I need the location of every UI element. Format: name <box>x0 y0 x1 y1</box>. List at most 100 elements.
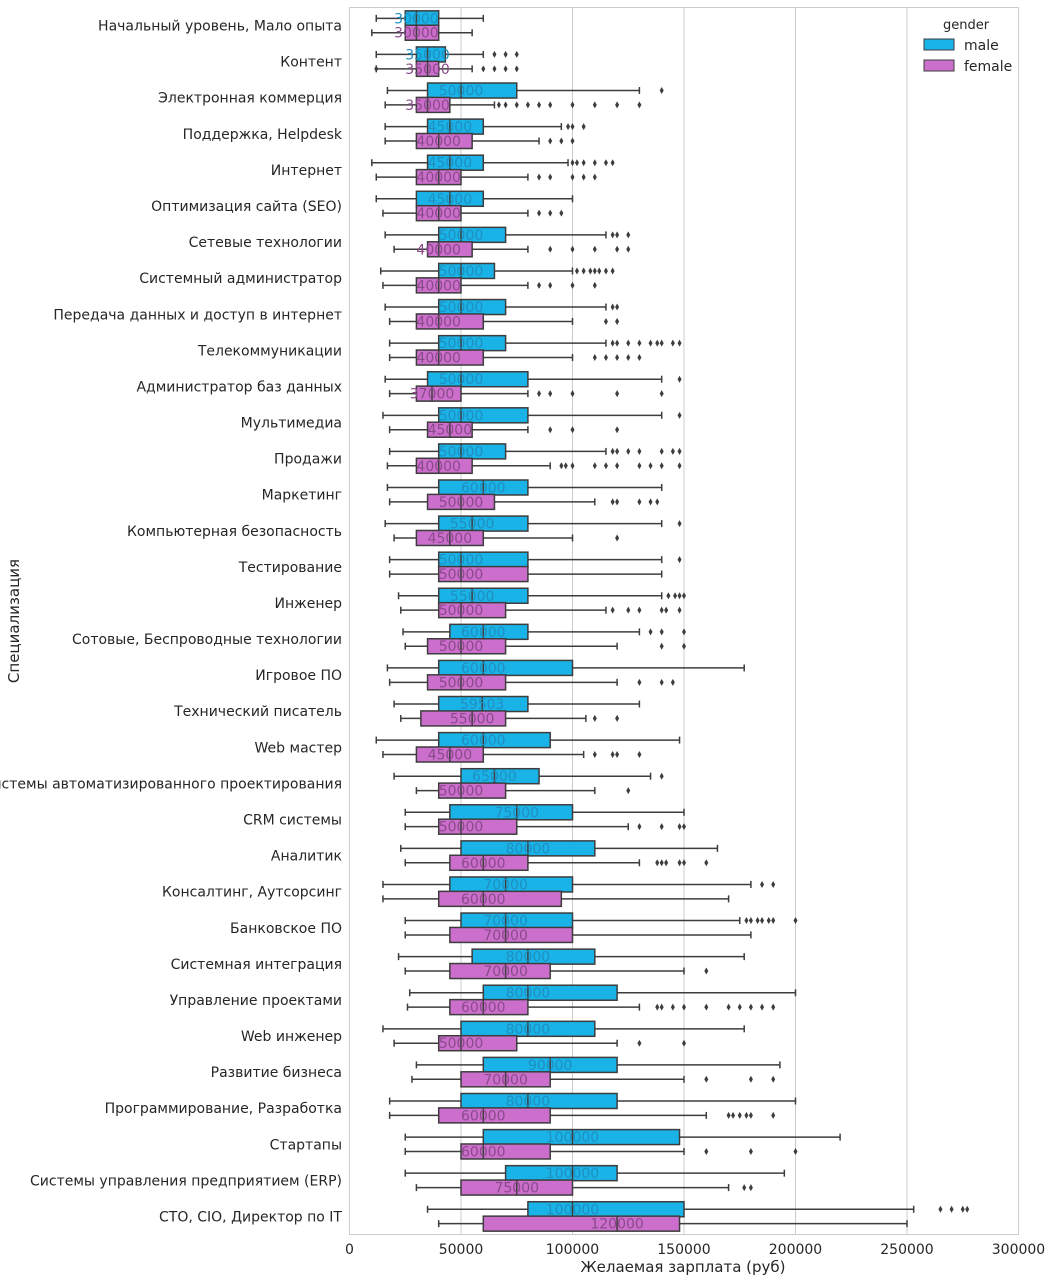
outlier-point <box>737 1003 742 1011</box>
outlier-point <box>514 50 519 58</box>
median-value-label: 60000 <box>461 661 506 677</box>
outlier-point <box>610 231 615 239</box>
outlier-point <box>610 159 615 167</box>
median-value-label: 80000 <box>506 950 551 966</box>
outlier-point <box>793 917 798 925</box>
box-male: 80000 <box>400 840 719 857</box>
box-male: 50000 <box>384 370 682 388</box>
legend-label-female: female <box>964 59 1012 75</box>
outlier-point <box>592 751 597 759</box>
outlier-point <box>659 339 664 347</box>
box-male: 50000 <box>384 226 631 244</box>
outlier-point <box>548 245 553 253</box>
outlier-point <box>637 101 642 109</box>
median-value-label: 50000 <box>439 264 484 280</box>
outlier-point <box>570 281 575 289</box>
median-value-label: 50000 <box>439 639 484 655</box>
box-female: 50000 <box>404 637 686 655</box>
outlier-point <box>771 1075 776 1083</box>
box-male: 60000 <box>402 623 686 641</box>
outlier-point <box>704 1075 709 1083</box>
box-female: 50000 <box>388 674 675 691</box>
outlier-point <box>537 281 542 289</box>
outlier-point <box>592 714 597 722</box>
outlier-point <box>570 245 575 253</box>
outlier-point <box>626 447 631 455</box>
median-value-label: 60000 <box>461 625 506 641</box>
median-value-label: 80000 <box>506 986 551 1002</box>
category-labels: Начальный уровень, Мало опыта Контент Элек… <box>0 19 343 1226</box>
outlier-point <box>659 772 664 780</box>
box-female: 40000 <box>388 349 642 367</box>
box-male: 50000 <box>384 298 620 316</box>
outlier-point <box>548 173 553 181</box>
median-value-label: 80000 <box>506 1022 551 1038</box>
outlier-point <box>760 917 765 925</box>
outlier-point <box>682 1003 686 1011</box>
box-female: 50000 <box>388 565 663 583</box>
median-value-label: 30000 <box>394 11 439 27</box>
box-female: 45000 <box>382 746 642 764</box>
outlier-point <box>748 917 753 925</box>
outlier-point <box>610 339 615 347</box>
outlier-point <box>610 303 615 311</box>
outlier-point <box>503 65 508 73</box>
iqr-box <box>449 962 551 980</box>
outlier-point <box>965 1205 970 1213</box>
median-value-label: 40000 <box>416 170 461 186</box>
outlier-point <box>566 123 571 131</box>
category-label: Компьютерная безопасность <box>127 524 342 540</box>
outlier-point <box>670 678 675 686</box>
outlier-point <box>744 1111 749 1119</box>
outlier-point <box>659 447 664 455</box>
outlier-point <box>537 390 542 398</box>
outlier-point <box>659 1003 664 1011</box>
outlier-point <box>615 339 620 347</box>
outlier-point <box>592 173 597 181</box>
box-male: 55000 <box>384 515 682 533</box>
outlier-point <box>626 606 631 614</box>
outlier-point <box>666 592 671 600</box>
outlier-point <box>637 823 642 831</box>
x-tick-label: 100000 <box>546 1242 599 1258</box>
outlier-point <box>637 498 642 506</box>
outlier-point <box>492 50 497 58</box>
outlier-point <box>603 354 608 362</box>
box-male: 45000 <box>375 190 574 208</box>
outlier-point <box>570 159 575 167</box>
outlier-point <box>748 1003 753 1011</box>
outlier-point <box>748 1075 753 1083</box>
median-value-label: 60000 <box>461 480 506 496</box>
outlier-point <box>610 751 615 759</box>
outlier-point <box>682 1039 686 1047</box>
outlier-point <box>615 462 620 470</box>
category-label: Администратор баз данных <box>136 379 342 395</box>
outlier-point <box>655 1003 660 1011</box>
outlier-point <box>704 967 709 975</box>
legend-swatch-female <box>923 59 955 72</box>
box-male: 50000 <box>388 334 682 352</box>
box-male: 70000 <box>404 912 798 930</box>
category-label: Передача данных и доступ в интернет <box>53 307 342 323</box>
category-label: Сотовые, Беспроводные технологии <box>72 632 342 648</box>
iqr-box <box>482 1128 681 1146</box>
outlier-point <box>548 390 553 398</box>
category-label: Интернет <box>271 163 342 179</box>
median-value-label: 100000 <box>546 1202 599 1218</box>
category-label: Продажи <box>274 452 342 468</box>
iqr-box <box>482 1215 681 1232</box>
outlier-point <box>374 65 379 73</box>
category-label: Банковское ПО <box>230 921 342 937</box>
box-female: 70000 <box>411 1071 776 1088</box>
outlier-point <box>659 628 664 636</box>
iqr-box <box>449 998 529 1016</box>
category-label: Консалтинг, Аутсорсинг <box>162 885 342 901</box>
median-value-label: 60000 <box>461 892 506 908</box>
outlier-point <box>771 880 776 888</box>
outlier-point <box>570 173 575 181</box>
box-female: 40000 <box>388 313 620 330</box>
median-value-label: 45000 <box>428 156 473 172</box>
outlier-point <box>677 411 682 419</box>
box-female: 60000 <box>406 998 776 1016</box>
outlier-point <box>626 354 631 362</box>
